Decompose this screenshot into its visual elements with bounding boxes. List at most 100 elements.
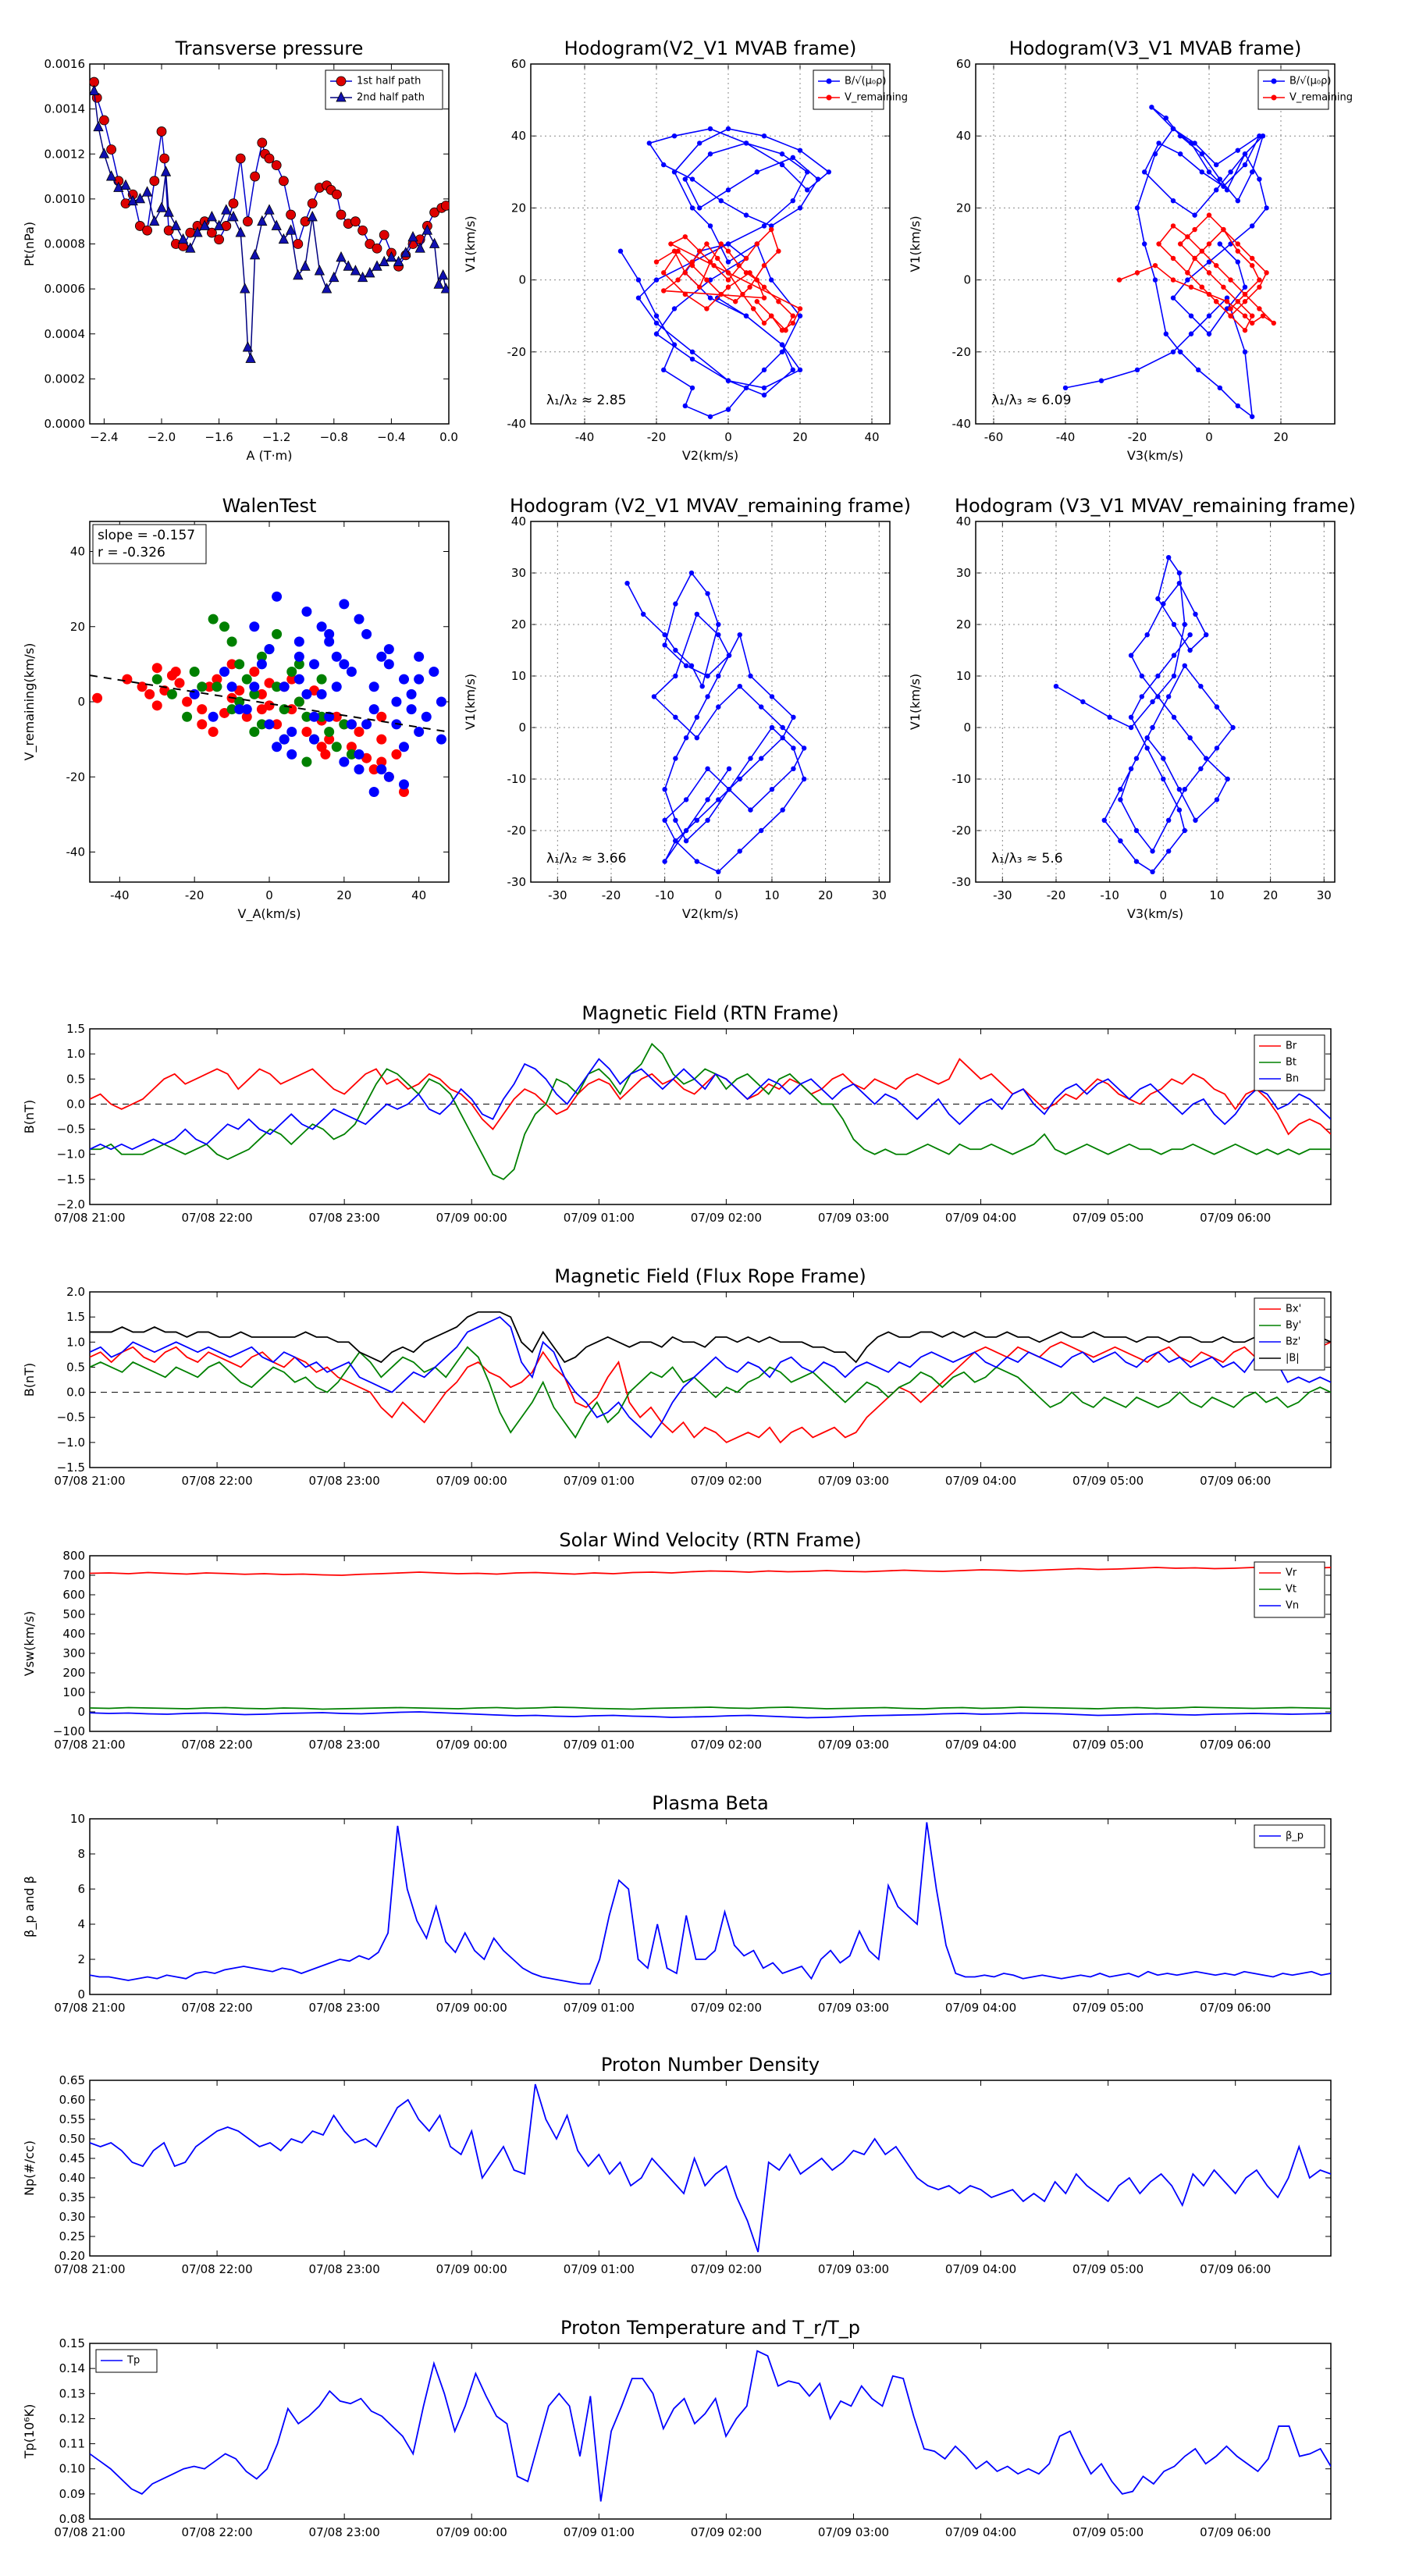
x-tick-label: 07/09 04:00 (945, 2262, 1016, 2276)
legend: B/√(μ₀ρ) V_remaining (813, 69, 908, 110)
data-point (1098, 378, 1104, 383)
data-point (801, 745, 807, 751)
data-point (1188, 284, 1194, 290)
data-point (331, 742, 342, 753)
y-tick-label: 0 (963, 720, 971, 735)
data-point (661, 162, 667, 168)
legend-label: Bt (1286, 1057, 1297, 1069)
data-point (1257, 133, 1262, 139)
x-tick-label: -60 (984, 430, 1004, 444)
data-point (1133, 827, 1140, 834)
data-point (682, 291, 688, 297)
data-point (779, 327, 785, 333)
data-point (1257, 277, 1262, 283)
x-tick-label: 07/08 23:00 (309, 2001, 380, 2015)
x-tick-label: -20 (647, 430, 667, 444)
data-point (368, 787, 379, 797)
data-point (1224, 306, 1230, 311)
data-point (697, 141, 702, 146)
data-point (769, 724, 775, 731)
series-line (90, 2083, 1331, 2253)
data-point (779, 342, 785, 347)
data-point (324, 727, 335, 737)
x-tick-label: -40 (110, 888, 130, 902)
data-point (414, 727, 425, 737)
data-point (716, 869, 721, 875)
legend-label: |B| (1286, 1353, 1300, 1364)
data-point (354, 614, 365, 624)
data-point (743, 313, 749, 318)
data-point (743, 385, 749, 391)
y-axis-label: V1(km/s) (463, 674, 478, 730)
x-tick-label: 07/09 03:00 (818, 1211, 889, 1225)
data-point (1139, 673, 1145, 679)
data-point (336, 91, 347, 102)
y-tick-label: 1.5 (66, 1022, 85, 1036)
data-point (705, 694, 710, 699)
data-point (1235, 248, 1241, 254)
data-point (653, 331, 660, 336)
data-point (301, 727, 312, 737)
data-point (689, 259, 695, 265)
data-point (213, 219, 225, 230)
data-point (751, 306, 756, 311)
data-point (748, 673, 753, 679)
series-line (90, 1566, 1331, 1576)
data-point (694, 817, 700, 824)
x-tick-label: 07/09 03:00 (818, 1474, 889, 1488)
data-point (391, 749, 402, 760)
data-point (339, 756, 350, 767)
data-point (1170, 277, 1176, 283)
data-point (1155, 596, 1161, 602)
data-point (93, 120, 104, 132)
x-tick-label: 07/08 21:00 (54, 1738, 125, 1752)
y-tick-label: 6 (77, 1882, 85, 1896)
x-axis-label: V2(km/s) (682, 448, 738, 463)
data-point (219, 707, 229, 718)
data-point (159, 153, 170, 164)
data-point (1250, 313, 1255, 318)
data-point (716, 632, 721, 638)
data-point (662, 817, 667, 824)
data-point (675, 248, 681, 254)
y-axis-label: V1(km/s) (908, 674, 923, 730)
data-point (1260, 133, 1266, 139)
y-tick-label: 20 (511, 617, 526, 632)
data-point (307, 198, 318, 209)
data-point (1206, 169, 1212, 175)
data-point (705, 766, 710, 771)
data-point (697, 248, 702, 254)
data-point (226, 636, 237, 647)
x-tick-label: 07/08 21:00 (54, 2525, 125, 2539)
data-point (336, 76, 347, 87)
data-point (1144, 632, 1150, 638)
data-point (264, 153, 275, 164)
data-point (1264, 205, 1269, 211)
data-point (256, 704, 267, 715)
data-point (1214, 299, 1219, 304)
data-point (199, 219, 210, 230)
data-point (1107, 714, 1112, 720)
data-point (316, 711, 327, 722)
data-point (309, 685, 319, 696)
data-point (1150, 724, 1155, 731)
data-point (1224, 187, 1230, 193)
data-point (357, 225, 368, 236)
plot-frame (89, 2343, 1332, 2520)
data-point (668, 241, 674, 247)
data-point (346, 719, 357, 730)
x-tick-label: 07/09 04:00 (945, 1211, 1016, 1225)
data-point (324, 636, 335, 647)
data-point (761, 262, 767, 269)
data-point (671, 342, 678, 347)
data-point (1161, 776, 1166, 782)
data-point (234, 685, 245, 696)
x-tick-label: 07/08 22:00 (181, 2525, 252, 2539)
data-point (286, 674, 297, 685)
data-point (301, 711, 312, 722)
x-tick-label: 07/09 04:00 (945, 1738, 1016, 1752)
data-point (293, 696, 304, 707)
data-point (704, 241, 710, 247)
y-tick-label: 0.0008 (44, 237, 86, 251)
data-point (805, 169, 810, 175)
